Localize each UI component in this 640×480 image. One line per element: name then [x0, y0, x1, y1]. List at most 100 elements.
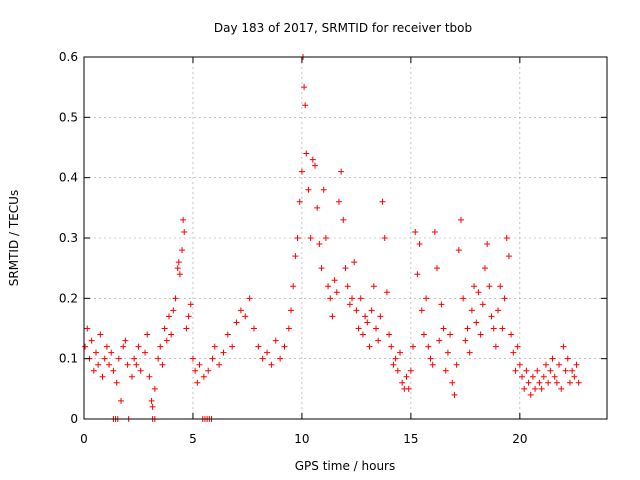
data-point: [180, 216, 187, 223]
data-point: [468, 307, 475, 314]
data-point: [542, 361, 549, 368]
data-point: [216, 361, 223, 368]
x-axis-label: GPS time / hours: [295, 459, 396, 473]
data-point: [366, 343, 373, 350]
data-point: [318, 265, 325, 272]
data-point: [320, 186, 327, 193]
data-point: [527, 391, 534, 398]
data-point: [335, 198, 342, 205]
data-point: [501, 295, 508, 302]
data-point: [288, 307, 295, 314]
data-point: [113, 379, 120, 386]
data-point: [368, 307, 375, 314]
data-point: [416, 241, 423, 248]
data-point: [410, 343, 417, 350]
data-point: [128, 373, 135, 380]
data-point: [115, 355, 122, 362]
data-point: [529, 373, 536, 380]
data-point: [490, 325, 497, 332]
data-point: [388, 343, 395, 350]
data-point: [151, 385, 158, 392]
data-point: [512, 367, 519, 374]
data-point: [505, 253, 512, 260]
data-point: [373, 325, 380, 332]
data-point: [349, 295, 356, 302]
data-point: [292, 253, 299, 260]
data-point: [174, 265, 181, 272]
data-point: [396, 349, 403, 356]
data-point: [357, 295, 364, 302]
data-point: [285, 325, 292, 332]
data-point: [135, 343, 142, 350]
data-point: [194, 379, 201, 386]
data-point: [429, 361, 436, 368]
y-tick-label: 0: [70, 412, 78, 426]
data-point: [264, 349, 271, 356]
data-point: [149, 403, 156, 410]
data-point: [84, 325, 91, 332]
data-point: [473, 319, 480, 326]
data-point: [155, 355, 162, 362]
data-point: [540, 373, 547, 380]
data-point: [455, 247, 462, 254]
data-point: [183, 325, 190, 332]
data-point: [106, 361, 113, 368]
data-point: [340, 216, 347, 223]
data-point: [95, 361, 102, 368]
data-point: [101, 355, 108, 362]
data-point: [379, 198, 386, 205]
data-point: [144, 331, 151, 338]
data-point: [322, 235, 329, 241]
data-point: [414, 271, 421, 278]
data-point: [420, 331, 427, 338]
y-tick-label: 0.2: [59, 291, 78, 305]
data-point: [331, 277, 338, 284]
y-tick-label: 0.6: [59, 50, 78, 64]
data-point: [329, 313, 336, 320]
data-point: [181, 228, 188, 235]
data-point: [479, 301, 486, 308]
data-point: [560, 343, 567, 350]
data-point: [538, 385, 545, 392]
data-point: [532, 385, 539, 392]
y-axis-label: SRMTID / TECUs: [7, 190, 21, 286]
data-point: [488, 313, 495, 320]
data-point: [165, 313, 172, 320]
data-point: [434, 265, 441, 272]
data-point: [514, 343, 521, 350]
data-point: [90, 367, 97, 374]
data-point: [447, 331, 454, 338]
data-point: [375, 337, 382, 344]
data-point: [403, 373, 410, 380]
data-points: [82, 54, 582, 422]
data-point: [272, 337, 279, 344]
data-point: [189, 355, 196, 362]
data-point: [342, 265, 349, 272]
data-point: [192, 367, 199, 374]
data-point: [118, 397, 125, 404]
data-point: [564, 355, 571, 362]
data-point: [255, 343, 262, 350]
data-point: [97, 331, 104, 338]
data-point: [346, 301, 353, 308]
data-point: [229, 343, 236, 350]
data-point: [562, 367, 569, 374]
data-point: [444, 349, 451, 356]
data-point: [499, 325, 506, 332]
data-point: [176, 271, 183, 278]
data-point: [418, 307, 425, 314]
data-point: [92, 349, 99, 356]
data-point: [294, 235, 301, 241]
data-point: [464, 325, 471, 332]
data-point: [383, 289, 390, 296]
data-point: [536, 379, 543, 386]
data-point: [431, 228, 438, 235]
data-point: [481, 265, 488, 272]
data-point: [124, 361, 131, 368]
data-point: [185, 313, 192, 320]
data-point: [137, 367, 144, 374]
data-point: [172, 295, 179, 302]
data-point: [316, 241, 323, 248]
data-point: [161, 325, 168, 332]
data-point: [519, 373, 526, 380]
